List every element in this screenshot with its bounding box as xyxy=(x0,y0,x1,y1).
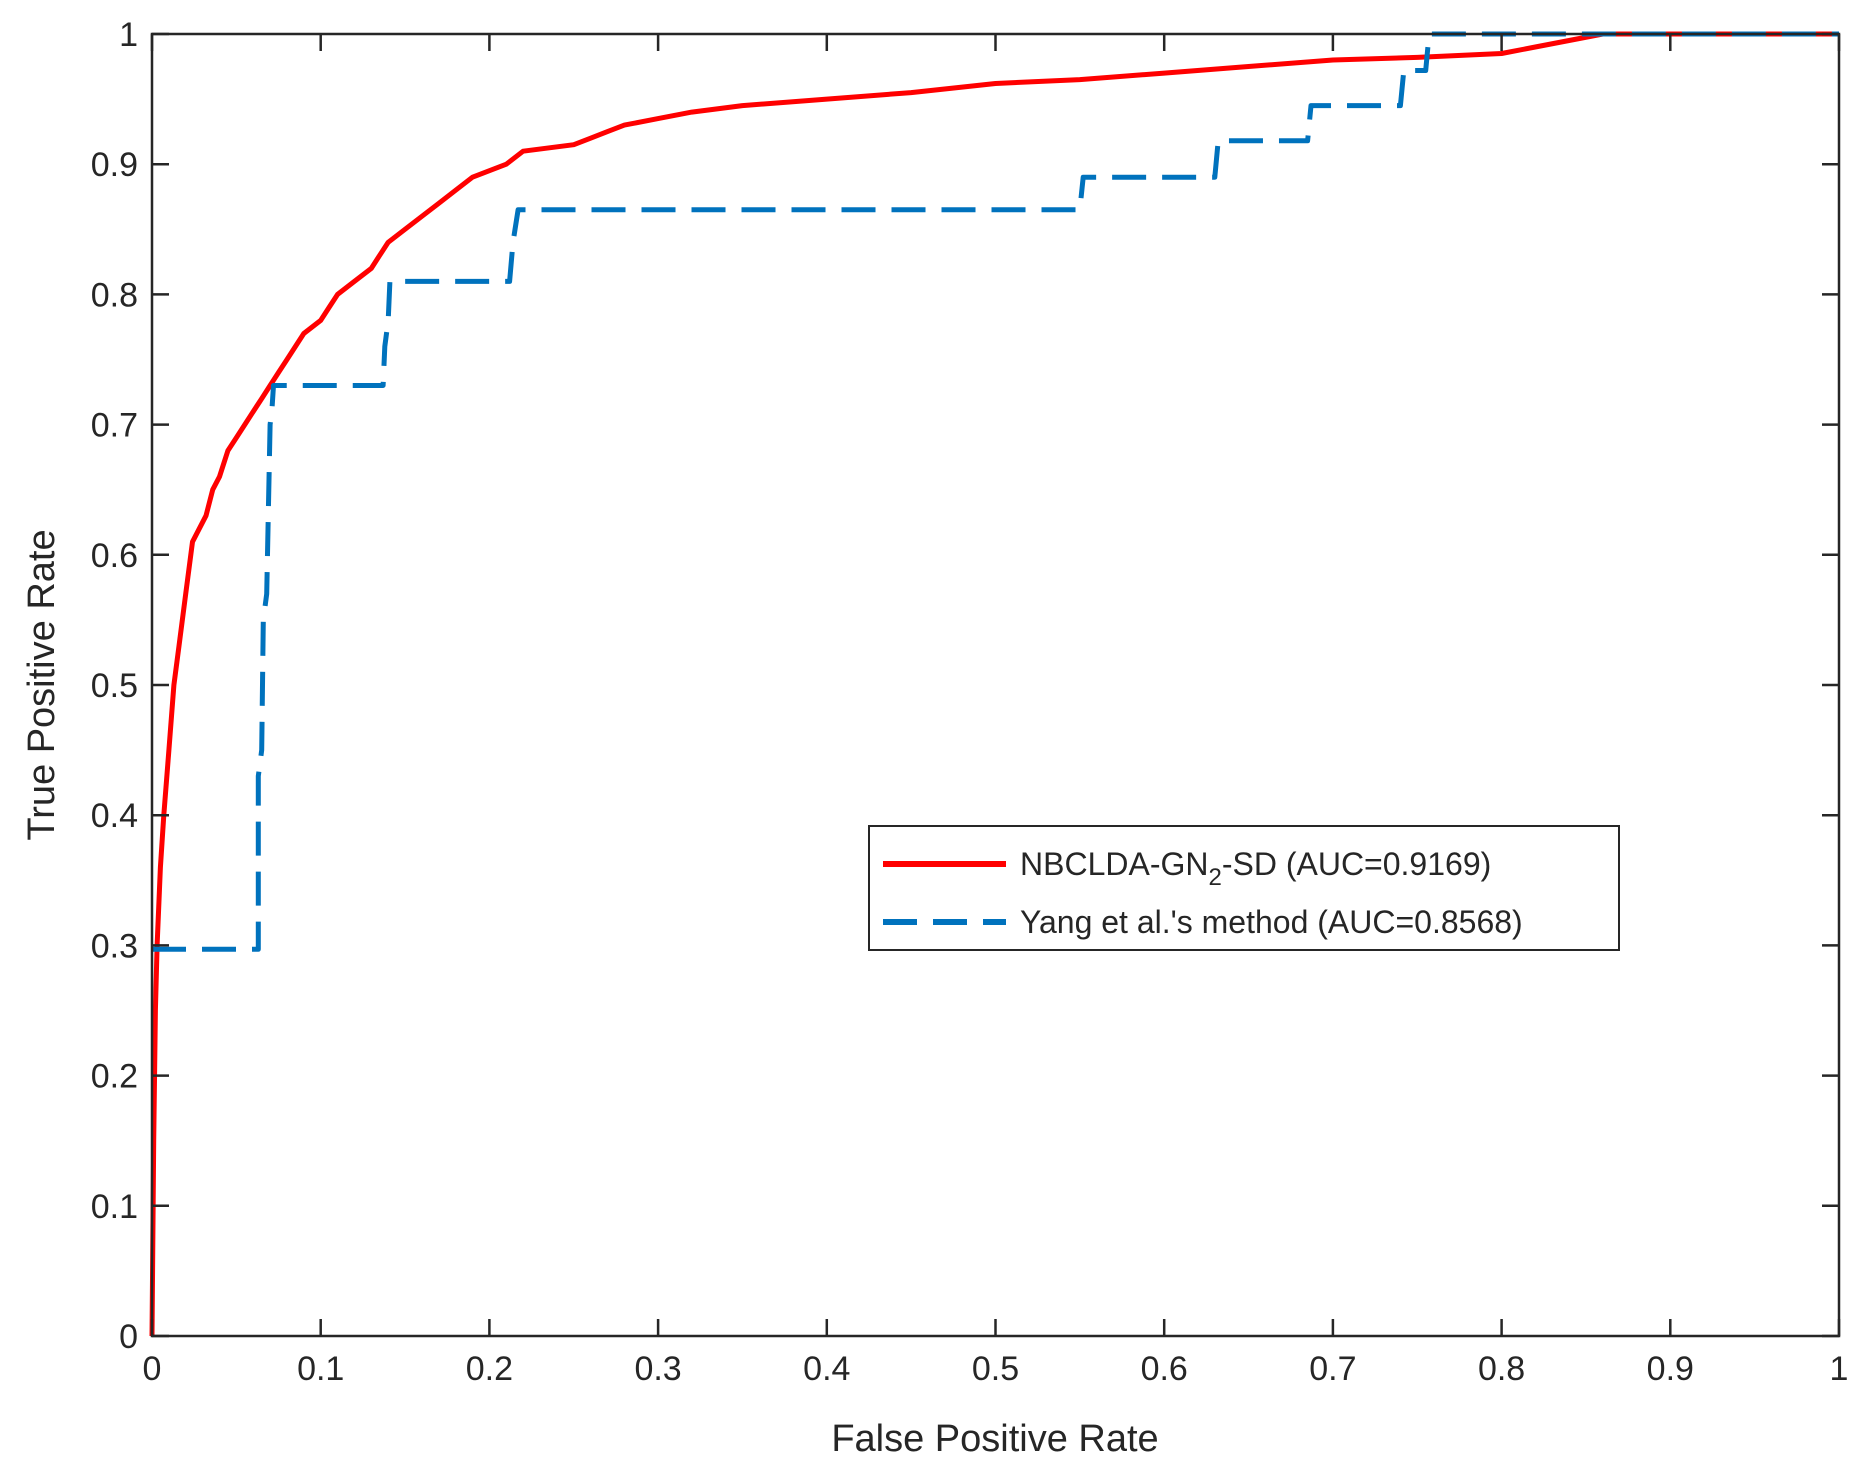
x-tick-label: 0.9 xyxy=(1647,1350,1694,1388)
y-tick-label: 1 xyxy=(119,16,138,54)
y-tick-label: 0 xyxy=(119,1318,138,1356)
x-tick-labels: 0 0.1 0.2 0.3 0.4 0.5 0.6 0.7 0.8 0.9 1 xyxy=(143,1350,1849,1388)
x-tick-label: 0.5 xyxy=(972,1350,1019,1388)
legend-label-yang: Yang et al.'s method (AUC=0.8568) xyxy=(1020,904,1523,940)
legend-label-nbclda-rest: -SD (AUC=0.9169) xyxy=(1222,846,1491,882)
x-tick-label: 0.1 xyxy=(297,1350,344,1388)
x-axis-label: False Positive Rate xyxy=(831,1418,1158,1460)
x-tick-label: 0 xyxy=(143,1350,162,1388)
y-axis-label: True Positive Rate xyxy=(21,529,63,840)
series-layer xyxy=(149,31,1839,1337)
x-tick-label: 0.2 xyxy=(466,1350,513,1388)
legend-label-nbclda-main: NBCLDA-GN xyxy=(1020,846,1208,882)
x-tick-label: 1 xyxy=(1830,1350,1849,1388)
y-tick-label: 0.3 xyxy=(91,927,138,965)
x-tick-label: 0.6 xyxy=(1141,1350,1188,1388)
plot-background xyxy=(152,34,1839,1336)
y-tick-label: 0.9 xyxy=(91,146,138,184)
x-tick-label: 0.3 xyxy=(634,1350,681,1388)
legend: NBCLDA-GN2-SD (AUC=0.9169) Yang et al.'s… xyxy=(868,825,1620,951)
y-tick-label: 0.6 xyxy=(91,537,138,575)
legend-box xyxy=(868,825,1620,951)
x-tick-label: 0.8 xyxy=(1478,1350,1525,1388)
legend-label-nbclda: NBCLDA-GN2-SD (AUC=0.9169) xyxy=(1020,846,1491,891)
series-line-yang xyxy=(152,31,1839,952)
series-line-nbclda xyxy=(149,31,1839,1337)
ticks-layer xyxy=(150,32,1841,1338)
y-tick-label: 0.8 xyxy=(91,276,138,314)
y-tick-labels: 0 0.1 0.2 0.3 0.4 0.5 0.6 0.7 0.8 0.9 1 xyxy=(91,16,138,1356)
x-tick-label: 0.4 xyxy=(803,1350,850,1388)
y-tick-label: 0.2 xyxy=(91,1058,138,1096)
y-tick-label: 0.1 xyxy=(91,1188,138,1226)
legend-label-nbclda-sub: 2 xyxy=(1208,864,1221,891)
y-tick-label: 0.5 xyxy=(91,667,138,705)
x-tick-label: 0.7 xyxy=(1309,1350,1356,1388)
y-tick-label: 0.7 xyxy=(91,407,138,445)
y-tick-label: 0.4 xyxy=(91,797,138,835)
